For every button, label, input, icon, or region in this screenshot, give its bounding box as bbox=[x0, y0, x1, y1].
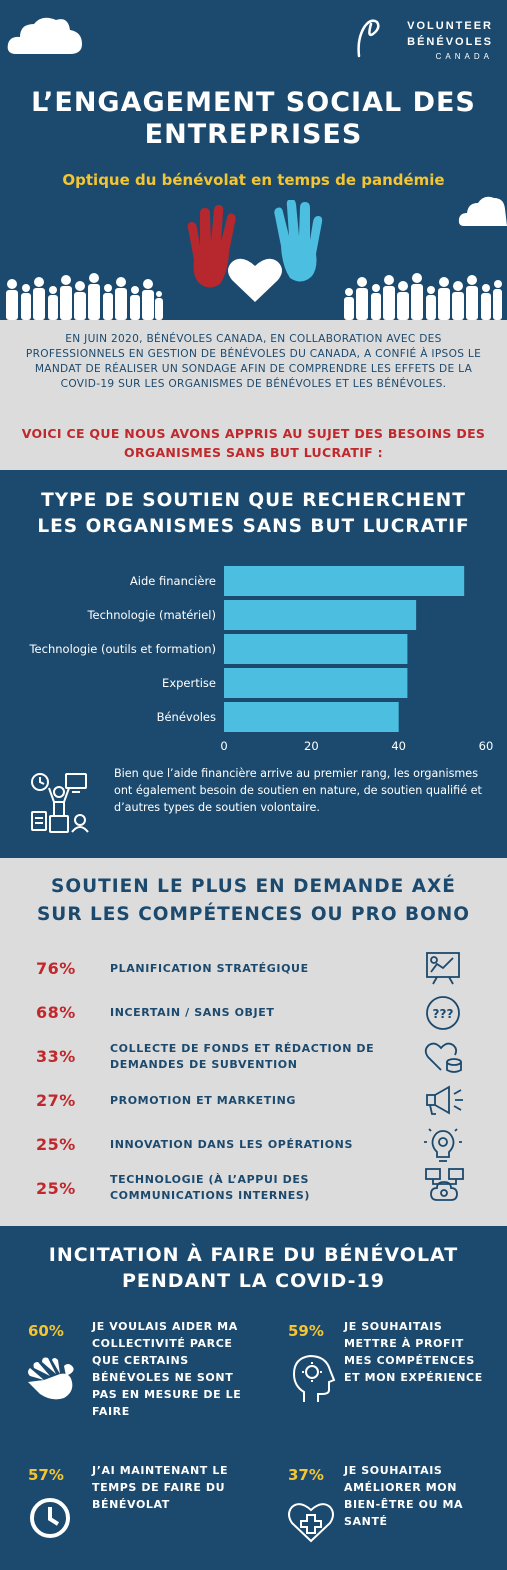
probono-section: SOUTIEN LE PLUS EN DEMANDE AXÉ SUR LES C… bbox=[0, 858, 507, 1226]
header-section: VOLUNTEER BÉNÉVOLES CANADA L’ENGAGEMENT … bbox=[0, 0, 507, 320]
chart-category-label: Technologie (matériel) bbox=[86, 608, 216, 622]
strategy-board-icon bbox=[426, 952, 460, 985]
covid-text: JE SOUHAITAIS AMÉLIORER MON BIEN-ÊTRE OU… bbox=[344, 1464, 464, 1528]
probono-title-line1: SOUTIEN LE PLUS EN DEMANDE AXÉ bbox=[51, 876, 456, 897]
probono-percent: 68% bbox=[36, 1003, 76, 1022]
support-note: Bien que l’aide financière arrive au pre… bbox=[114, 767, 482, 814]
page-title-line1: L’ENGAGEMENT SOCIAL DES bbox=[31, 87, 476, 118]
probono-label: COLLECTE DE FONDS ET RÉDACTION DE DEMAND… bbox=[110, 1042, 375, 1071]
logo-text-canada: CANADA bbox=[435, 52, 493, 61]
logo-text-volunteer: VOLUNTEER bbox=[407, 20, 493, 32]
chart-category-label: Expertise bbox=[162, 676, 216, 690]
volunteer-tasks-icon bbox=[31, 773, 89, 833]
probono-label: PROMOTION ET MARKETING bbox=[110, 1094, 297, 1107]
support-title-line1: TYPE DE SOUTIEN QUE RECHERCHENT bbox=[41, 490, 466, 511]
probono-row: 27% PROMOTION ET MARKETING bbox=[0, 1082, 507, 1122]
chart-bar bbox=[224, 668, 408, 698]
probono-percent: 25% bbox=[36, 1179, 76, 1198]
support-type-section: TYPE DE SOUTIEN QUE RECHERCHENT LES ORGA… bbox=[0, 470, 507, 858]
covid-title-line1: INCITATION À FAIRE DU BÉNÉVOLAT bbox=[48, 1244, 459, 1266]
helping-hand-icon bbox=[28, 1357, 74, 1400]
covid-percent: 37% bbox=[288, 1466, 324, 1484]
intro-highlight: VOICI CE QUE NOUS AVONS APPRIS AU SUJET … bbox=[21, 426, 486, 460]
clock-icon bbox=[30, 1498, 70, 1538]
chart-bar bbox=[224, 702, 399, 732]
heart-coins-icon bbox=[424, 1042, 462, 1073]
head-gear-icon bbox=[292, 1354, 336, 1402]
chart-category-label: Bénévoles bbox=[157, 710, 216, 724]
chart-tick-label: 0 bbox=[220, 739, 227, 753]
volunteer-canada-logo: VOLUNTEER BÉNÉVOLES CANADA bbox=[353, 14, 493, 64]
hands-heart-illustration bbox=[187, 200, 323, 302]
cloud-icon bbox=[458, 192, 507, 228]
red-hand-icon bbox=[187, 204, 236, 288]
cloud-icon bbox=[6, 12, 84, 56]
chart-tick-label: 40 bbox=[391, 739, 406, 753]
heart-icon bbox=[228, 258, 282, 302]
probono-title-line2: SUR LES COMPÉTENCES OU PRO BONO bbox=[36, 904, 471, 925]
logo-mark-icon bbox=[357, 19, 380, 58]
probono-row: 25% INNOVATION DANS LES OPÉRATIONS bbox=[0, 1126, 507, 1166]
question-marks-icon: ??? bbox=[426, 996, 460, 1030]
probono-label: PLANIFICATION STRATÉGIQUE bbox=[110, 962, 309, 975]
probono-label: INCERTAIN / SANS OBJET bbox=[110, 1006, 275, 1019]
network-devices-icon bbox=[425, 1168, 464, 1201]
probono-percent: 27% bbox=[36, 1091, 76, 1110]
chart-bar bbox=[224, 566, 465, 596]
probono-percent: 25% bbox=[36, 1135, 76, 1154]
probono-label: TECHNOLOGIE (À L’APPUI DES COMMUNICATION… bbox=[110, 1173, 311, 1202]
chart-bar bbox=[224, 634, 408, 664]
covid-title-line2: PENDANT LA COVID-19 bbox=[122, 1270, 385, 1292]
covid-percent: 57% bbox=[28, 1466, 64, 1484]
covid-text: JE VOULAIS AIDER MA COLLECTIVITÉ PARCE Q… bbox=[92, 1320, 242, 1418]
support-bar-chart: Aide financière Technologie (matériel) Tec… bbox=[28, 566, 494, 753]
blue-hand-icon bbox=[274, 200, 323, 282]
probono-percent: 33% bbox=[36, 1047, 76, 1066]
logo-text-benevoles: BÉNÉVOLES bbox=[407, 36, 493, 48]
chart-tick-label: 60 bbox=[479, 739, 494, 753]
page-title-line2: ENTREPRISES bbox=[144, 119, 363, 150]
megaphone-icon bbox=[426, 1085, 463, 1115]
covid-percent: 59% bbox=[288, 1322, 324, 1340]
svg-text:???: ??? bbox=[433, 1007, 454, 1021]
support-title-line2: LES ORGANISMES SANS BUT LUCRATIF bbox=[37, 516, 470, 537]
page-subtitle: Optique du bénévolat en temps de pandémi… bbox=[62, 171, 445, 189]
chart-tick-label: 20 bbox=[304, 739, 319, 753]
chart-category-label: Technologie (outils et formation) bbox=[28, 642, 216, 656]
lightbulb-gear-icon bbox=[424, 1128, 462, 1162]
crowd-right-illustration bbox=[344, 273, 502, 320]
covid-text: J’AI MAINTENANT LE TEMPS DE FAIRE DU BÉN… bbox=[92, 1464, 229, 1511]
chart-category-label: Aide financière bbox=[130, 574, 216, 588]
covid-section: INCITATION À FAIRE DU BÉNÉVOLAT PENDANT … bbox=[0, 1226, 507, 1570]
health-heart-icon bbox=[288, 1503, 334, 1543]
probono-label: INNOVATION DANS LES OPÉRATIONS bbox=[110, 1138, 353, 1151]
probono-row: 76% PLANIFICATION STRATÉGIQUE bbox=[0, 950, 507, 990]
crowd-left-illustration bbox=[6, 273, 163, 320]
intro-section: EN JUIN 2020, BÉNÉVOLES CANADA, EN COLLA… bbox=[0, 320, 507, 470]
covid-percent: 60% bbox=[28, 1322, 64, 1340]
chart-bar bbox=[224, 600, 417, 630]
probono-row: 33% COLLECTE DE FONDS ET RÉDACTION DE DE… bbox=[0, 1038, 507, 1078]
probono-percent: 76% bbox=[36, 959, 76, 978]
probono-row: 25% TECHNOLOGIE (À L’APPUI DES COMMUNICA… bbox=[0, 1168, 507, 1210]
covid-text: JE SOUHAITAIS METTRE À PROFIT MES COMPÉT… bbox=[344, 1320, 483, 1384]
intro-text: EN JUIN 2020, BÉNÉVOLES CANADA, EN COLLA… bbox=[25, 333, 482, 390]
probono-row: 68% INCERTAIN / SANS OBJET ??? bbox=[0, 994, 507, 1034]
